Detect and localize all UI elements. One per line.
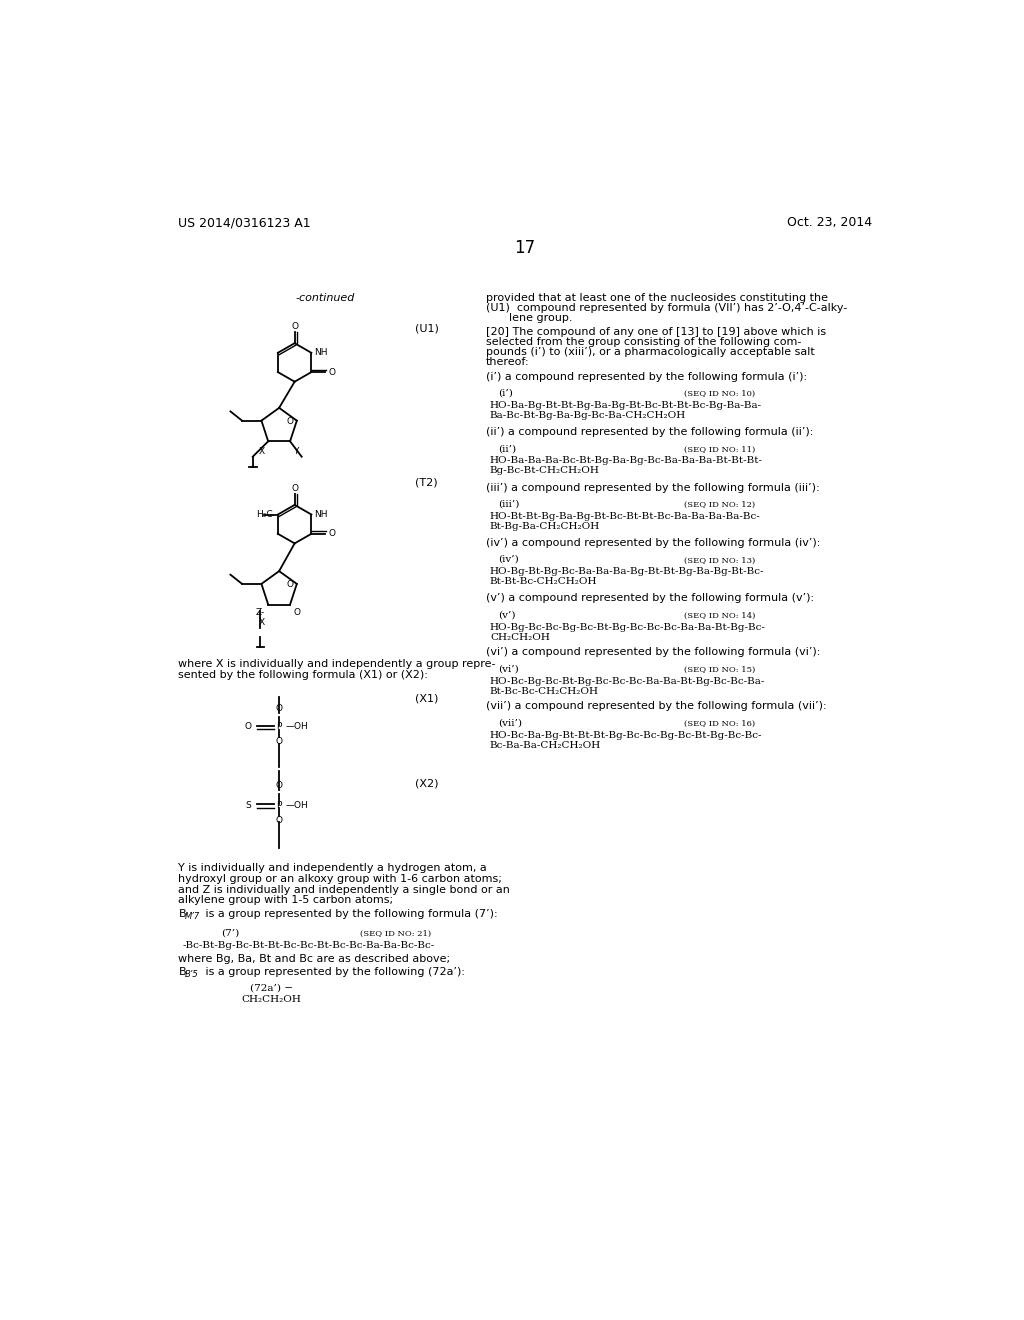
Text: S: S [246,801,251,809]
Text: -continued: -continued [296,293,355,304]
Text: (U1)  compound represented by formula (VII’) has 2’-O,4’-C-alky-: (U1) compound represented by formula (VI… [486,304,847,313]
Text: (SEQ ID NO: 13): (SEQ ID NO: 13) [684,557,755,565]
Text: O: O [245,722,251,731]
Text: Oct. 23, 2014: Oct. 23, 2014 [786,216,872,230]
Text: (v’): (v’) [498,610,515,619]
Text: Y: Y [293,447,299,457]
Text: O: O [291,322,298,331]
Text: (iii’): (iii’) [498,499,519,508]
Text: lene group.: lene group. [509,313,572,323]
Text: —OH: —OH [286,722,308,731]
Text: Ba-Bc-Bt-Bg-Ba-Bg-Bc-Ba-CH₂CH₂OH: Ba-Bc-Bt-Bg-Ba-Bg-Bc-Ba-CH₂CH₂OH [489,411,686,420]
Text: Bg-Bc-Bt-CH₂CH₂OH: Bg-Bc-Bt-CH₂CH₂OH [489,466,600,475]
Text: (i’): (i’) [498,388,513,397]
Text: O: O [293,609,300,618]
Text: HO-Bg-Bt-Bg-Bc-Ba-Ba-Ba-Bg-Bt-Bt-Bg-Ba-Bg-Bt-Bc-: HO-Bg-Bt-Bg-Bc-Ba-Ba-Ba-Bg-Bt-Bt-Bg-Ba-B… [489,568,765,577]
Text: HO-Ba-Ba-Ba-Bc-Bt-Bg-Ba-Bg-Bc-Ba-Ba-Ba-Bt-Bt-Bt-: HO-Ba-Ba-Ba-Bc-Bt-Bg-Ba-Bg-Bc-Ba-Ba-Ba-B… [489,457,763,466]
Text: (vi’): (vi’) [498,664,518,673]
Text: Bt-Bg-Ba-CH₂CH₂OH: Bt-Bg-Ba-CH₂CH₂OH [489,521,600,531]
Text: P: P [276,801,282,809]
Text: (SEQ ID NO: 15): (SEQ ID NO: 15) [684,665,755,673]
Text: NH: NH [314,348,328,358]
Text: (7’): (7’) [221,928,240,937]
Text: HO-Bg-Bc-Bc-Bg-Bc-Bt-Bg-Bc-Bc-Bc-Ba-Ba-Bt-Bg-Bc-: HO-Bg-Bc-Bc-Bg-Bc-Bt-Bg-Bc-Bc-Bc-Ba-Ba-B… [489,623,766,632]
Text: O: O [275,704,283,713]
Text: [20] The compound of any one of [13] to [19] above which is: [20] The compound of any one of [13] to … [486,327,826,337]
Text: (i’) a compound represented by the following formula (i’):: (i’) a compound represented by the follo… [486,372,807,381]
Text: (v’) a compound represented by the following formula (v’):: (v’) a compound represented by the follo… [486,594,814,603]
Text: O: O [275,781,283,789]
Text: (T2): (T2) [415,478,437,488]
Text: (iv’): (iv’) [498,554,518,564]
Text: —OH: —OH [286,801,308,809]
Text: M’7: M’7 [184,912,200,921]
Text: (SEQ ID NO: 12): (SEQ ID NO: 12) [684,502,755,510]
Text: (X2): (X2) [415,779,438,788]
Text: X: X [259,447,265,457]
Text: is a group represented by the following (72a’):: is a group represented by the following … [202,966,465,977]
Text: O: O [287,417,294,426]
Text: O: O [287,581,294,590]
Text: (SEQ ID NO: 16): (SEQ ID NO: 16) [684,719,755,727]
Text: CH₂CH₂OH: CH₂CH₂OH [489,632,550,642]
Text: (vii’) a compound represented by the following formula (vii’):: (vii’) a compound represented by the fol… [486,701,826,711]
Text: (SEQ ID NO: 10): (SEQ ID NO: 10) [684,391,755,399]
Text: NH: NH [314,510,328,519]
Text: (iv’) a compound represented by the following formula (iv’):: (iv’) a compound represented by the foll… [486,539,820,548]
Text: (SEQ ID NO: 21): (SEQ ID NO: 21) [360,929,432,939]
Text: H₃C: H₃C [257,510,273,519]
Text: (ii’) a compound represented by the following formula (ii’):: (ii’) a compound represented by the foll… [486,428,813,437]
Text: Bt-Bt-Bc-CH₂CH₂OH: Bt-Bt-Bc-CH₂CH₂OH [489,577,597,586]
Text: (X1): (X1) [415,693,438,704]
Text: -Bc-Bt-Bg-Bc-Bt-Bt-Bc-Bc-Bt-Bc-Bc-Ba-Ba-Bc-Bc-: -Bc-Bt-Bg-Bc-Bt-Bt-Bc-Bc-Bt-Bc-Bc-Ba-Ba-… [182,941,434,949]
Text: (ii’): (ii’) [498,444,516,453]
Text: P: P [276,722,282,731]
Text: O: O [329,529,336,539]
Text: alkylene group with 1-5 carbon atoms;: alkylene group with 1-5 carbon atoms; [178,895,393,906]
Text: HO-Bt-Bt-Bg-Ba-Bg-Bt-Bc-Bt-Bt-Bc-Ba-Ba-Ba-Ba-Bc-: HO-Bt-Bt-Bg-Ba-Bg-Bt-Bc-Bt-Bt-Bc-Ba-Ba-B… [489,512,761,521]
Text: X: X [259,618,265,627]
Text: B: B [178,909,186,919]
Text: CH₂CH₂OH: CH₂CH₂OH [242,995,301,1003]
Text: sented by the following formula (X1) or (X2):: sented by the following formula (X1) or … [178,669,428,680]
Text: provided that at least one of the nucleosides constituting the: provided that at least one of the nucleo… [486,293,828,304]
Text: Y is individually and independently a hydrogen atom, a: Y is individually and independently a hy… [178,863,487,873]
Text: HO-Bc-Bg-Bc-Bt-Bg-Bc-Bc-Bc-Ba-Ba-Bt-Bg-Bc-Bc-Ba-: HO-Bc-Bg-Bc-Bt-Bg-Bc-Bc-Bc-Ba-Ba-Bt-Bg-B… [489,677,765,685]
Text: (SEQ ID NO: 11): (SEQ ID NO: 11) [684,446,755,454]
Text: 17: 17 [514,239,536,257]
Text: (72a’) −: (72a’) − [250,983,293,993]
Text: (SEQ ID NO: 14): (SEQ ID NO: 14) [684,612,755,620]
Text: Bt-Bc-Bc-CH₂CH₂OH: Bt-Bc-Bc-CH₂CH₂OH [489,686,599,696]
Text: (U1): (U1) [415,323,438,334]
Text: hydroxyl group or an alkoxy group with 1-6 carbon atoms;: hydroxyl group or an alkoxy group with 1… [178,874,502,883]
Text: Bc-Ba-Ba-CH₂CH₂OH: Bc-Ba-Ba-CH₂CH₂OH [489,741,601,750]
Text: B: B [178,966,186,977]
Text: (vii’): (vii’) [498,718,521,727]
Text: (vi’) a compound represented by the following formula (vi’):: (vi’) a compound represented by the foll… [486,647,820,657]
Text: O: O [275,816,283,825]
Text: US 2014/0316123 A1: US 2014/0316123 A1 [178,216,311,230]
Text: HO-Bc-Ba-Bg-Bt-Bt-Bt-Bg-Bc-Bc-Bg-Bc-Bt-Bg-Bc-Bc-: HO-Bc-Ba-Bg-Bt-Bt-Bt-Bg-Bc-Bc-Bg-Bc-Bt-B… [489,730,763,739]
Text: selected from the group consisting of the following com-: selected from the group consisting of th… [486,337,802,347]
Text: O: O [291,483,298,492]
Text: (iii’) a compound represented by the following formula (iii’):: (iii’) a compound represented by the fol… [486,483,819,492]
Text: HO-Ba-Bg-Bt-Bt-Bg-Ba-Bg-Bt-Bc-Bt-Bt-Bc-Bg-Ba-Ba-: HO-Ba-Bg-Bt-Bt-Bg-Ba-Bg-Bt-Bc-Bt-Bt-Bc-B… [489,401,762,411]
Text: is a group represented by the following formula (7’):: is a group represented by the following … [202,909,498,919]
Text: thereof:: thereof: [486,358,529,367]
Text: B’5: B’5 [184,970,199,979]
Text: pounds (i’) to (xiii’), or a pharmacologically acceptable salt: pounds (i’) to (xiii’), or a pharmacolog… [486,347,815,356]
Text: O: O [329,367,336,376]
Text: O: O [275,738,283,746]
Text: Z-: Z- [256,607,265,616]
Text: and Z is individually and independently a single bond or an: and Z is individually and independently … [178,884,510,895]
Text: where Bg, Ba, Bt and Bc are as described above;: where Bg, Ba, Bt and Bc are as described… [178,954,451,964]
Text: where X is individually and independently a group repre-: where X is individually and independentl… [178,659,496,669]
